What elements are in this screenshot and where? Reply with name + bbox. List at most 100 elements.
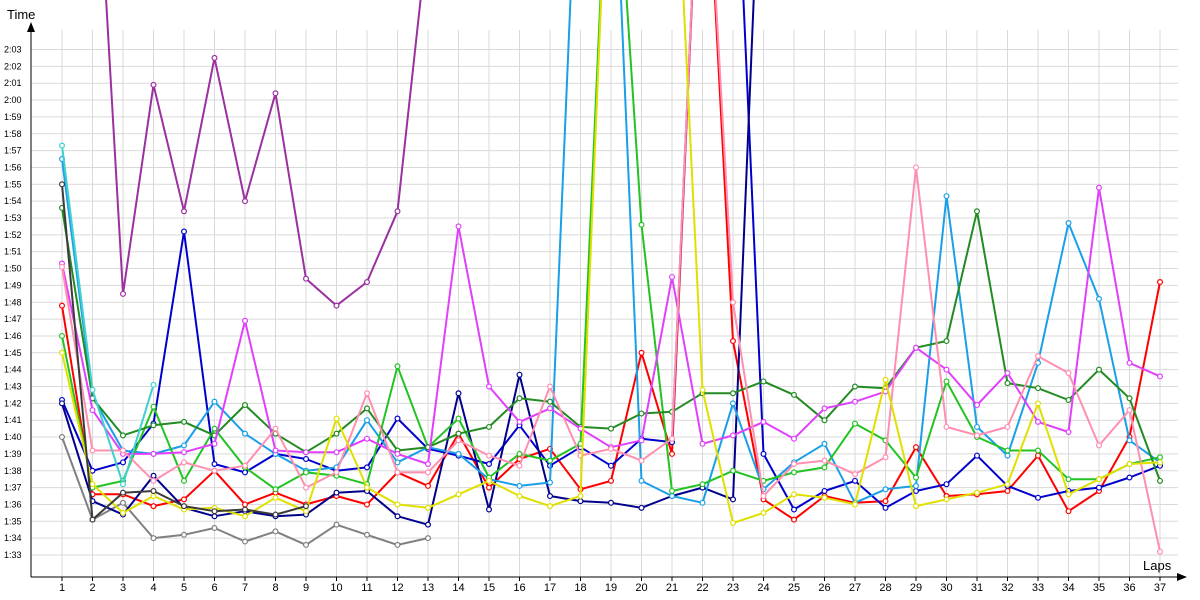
- data-point: [242, 538, 249, 545]
- data-point: [242, 462, 249, 469]
- data-point: [943, 378, 950, 385]
- series-10: [58, 0, 1163, 555]
- data-point: [516, 462, 523, 469]
- data-point: [181, 228, 188, 235]
- data-point: [89, 516, 96, 523]
- data-point: [364, 464, 371, 471]
- data-point: [607, 425, 614, 432]
- data-point: [150, 450, 157, 457]
- data-point: [425, 535, 432, 542]
- data-point: [1004, 487, 1011, 494]
- data-point: [943, 366, 950, 373]
- y-axis-title: Time: [7, 7, 35, 22]
- x-tick-label: 15: [483, 582, 495, 594]
- data-point: [760, 509, 767, 516]
- x-tick-label: 13: [422, 582, 434, 594]
- data-point: [1034, 452, 1041, 459]
- data-point: [516, 371, 523, 378]
- grid-lines: [31, 30, 1178, 581]
- data-point: [394, 513, 401, 520]
- x-tick-label: 36: [1123, 582, 1135, 594]
- data-point: [821, 464, 828, 471]
- data-point: [1156, 477, 1163, 484]
- x-tick-label: 18: [574, 582, 586, 594]
- y-tick-label: 1:47: [4, 314, 22, 324]
- series-line: [61, 0, 755, 526]
- data-point: [668, 487, 675, 494]
- data-point: [333, 415, 340, 422]
- data-point: [851, 398, 858, 405]
- data-point: [58, 349, 65, 356]
- x-tick-label: 17: [544, 582, 556, 594]
- data-point: [394, 459, 401, 466]
- y-tick-label: 1:50: [4, 264, 22, 274]
- y-tick-label: 1:54: [4, 196, 22, 206]
- data-point: [486, 383, 493, 390]
- data-point: [760, 450, 767, 457]
- x-tick-label: 8: [272, 582, 278, 594]
- data-point: [181, 208, 188, 215]
- data-point: [1065, 396, 1072, 403]
- data-point: [333, 489, 340, 496]
- data-point: [272, 494, 279, 501]
- data-point: [1004, 447, 1011, 454]
- data-point: [364, 405, 371, 412]
- y-tick-label: 1:40: [4, 432, 22, 442]
- series-12: [58, 142, 157, 488]
- data-point: [851, 501, 858, 508]
- data-point: [486, 484, 493, 491]
- data-point: [1065, 370, 1072, 377]
- data-point: [181, 459, 188, 466]
- data-point: [973, 423, 980, 430]
- data-point: [851, 420, 858, 427]
- data-point: [607, 477, 614, 484]
- data-point: [943, 423, 950, 430]
- x-tick-label: 33: [1032, 582, 1044, 594]
- data-point: [211, 54, 218, 61]
- data-point: [455, 450, 462, 457]
- data-point: [119, 481, 126, 488]
- data-point: [790, 516, 797, 523]
- data-point: [181, 503, 188, 510]
- y-tick-label: 1:44: [4, 365, 22, 375]
- data-point: [119, 290, 126, 297]
- data-point: [516, 493, 523, 500]
- y-tick-label: 1:57: [4, 146, 22, 156]
- data-point: [150, 403, 157, 410]
- y-tick-label: 2:02: [4, 61, 22, 71]
- x-tick-label: 5: [181, 582, 187, 594]
- data-point: [943, 338, 950, 345]
- data-point: [912, 487, 919, 494]
- data-point: [1095, 184, 1102, 191]
- data-point: [150, 535, 157, 542]
- data-point: [242, 198, 249, 205]
- x-tick-label: 16: [513, 582, 525, 594]
- data-point: [790, 435, 797, 442]
- data-point: [729, 400, 736, 407]
- data-point: [394, 501, 401, 508]
- data-point: [1004, 370, 1011, 377]
- data-point: [486, 452, 493, 459]
- y-axis-arrow: [27, 22, 35, 32]
- data-point: [364, 417, 371, 424]
- data-point: [181, 442, 188, 449]
- data-point: [211, 398, 218, 405]
- x-tick-label: 21: [666, 582, 678, 594]
- data-point: [58, 332, 65, 339]
- data-point: [242, 317, 249, 324]
- data-point: [790, 461, 797, 468]
- y-tick-label: 1:55: [4, 179, 22, 189]
- data-point: [394, 208, 401, 215]
- data-point: [1065, 428, 1072, 435]
- data-point: [729, 338, 736, 345]
- data-point: [668, 450, 675, 457]
- data-point: [181, 531, 188, 538]
- data-point: [181, 449, 188, 456]
- y-tick-label: 2:00: [4, 95, 22, 105]
- data-point: [546, 493, 553, 500]
- data-point: [211, 525, 218, 532]
- data-point: [272, 447, 279, 454]
- data-point: [729, 519, 736, 526]
- data-point: [272, 90, 279, 97]
- data-point: [242, 506, 249, 513]
